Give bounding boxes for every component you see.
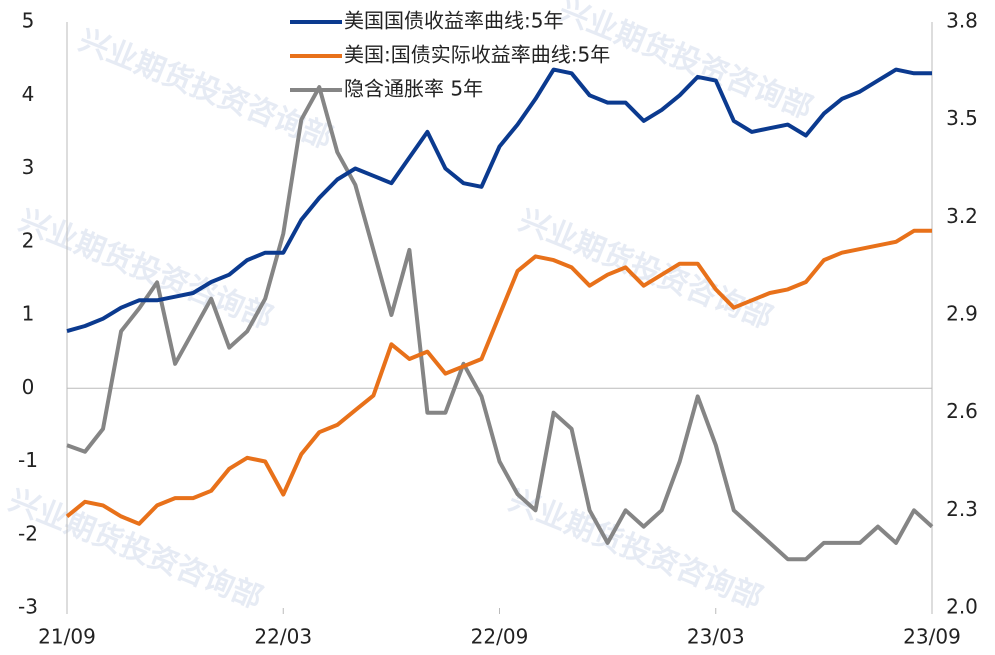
- y2-tick-label: 3.8: [946, 9, 978, 33]
- legend-label: 隐含通胀率 5年: [344, 77, 483, 101]
- legend-label: 美国:国债实际收益率曲线:5年: [344, 43, 610, 67]
- watermark: 兴业期货投资咨询部: [504, 483, 767, 617]
- x-tick-label: 23/09: [903, 625, 961, 649]
- y2-tick-label: 2.6: [946, 399, 978, 423]
- watermark: 兴业期货投资咨询部: [4, 483, 267, 617]
- x-tick-label: 22/03: [254, 625, 312, 649]
- y2-tick-label: 3.5: [946, 106, 978, 130]
- y-tick-label: 2: [22, 228, 35, 252]
- series-line: [66, 67, 932, 334]
- y2-tick-label: 3.2: [946, 204, 978, 228]
- y-tick-label: -2: [18, 521, 38, 545]
- y-tick-label: 0: [22, 375, 35, 399]
- x-tick-label: 22/09: [471, 625, 529, 649]
- x-tick-label: 23/03: [687, 625, 745, 649]
- y-tick-label: 5: [22, 9, 35, 33]
- y-tick-label: 3: [22, 155, 35, 179]
- x-tick-label: 21/09: [38, 625, 96, 649]
- series-line: [66, 85, 934, 562]
- legend-label: 美国国债收益率曲线:5年: [344, 9, 563, 33]
- y2-tick-label: 2.3: [946, 497, 978, 521]
- y-tick-label: -1: [18, 448, 38, 472]
- y2-tick-label: 2.0: [946, 595, 978, 619]
- y2-tick-label: 2.9: [946, 302, 978, 326]
- watermark: 兴业期货投资咨询部: [514, 203, 777, 337]
- series-line: [65, 228, 932, 526]
- y-tick-label: -3: [18, 595, 38, 619]
- y-tick-label: 1: [22, 302, 35, 326]
- y-tick-label: 4: [22, 82, 35, 106]
